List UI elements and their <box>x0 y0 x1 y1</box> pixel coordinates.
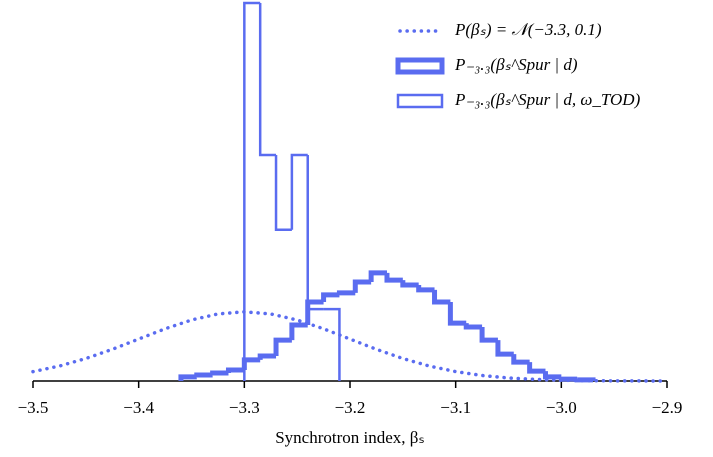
histogram-bin <box>243 1 261 381</box>
histogram-bin <box>432 289 451 305</box>
histogram-bin <box>258 3 277 157</box>
histogram-bin <box>400 280 419 288</box>
x-tick-label: −2.9 <box>652 398 683 417</box>
x-tick-label: −3.4 <box>123 398 154 417</box>
density-curve <box>31 310 669 383</box>
x-axis-label: Synchrotron index, βₛ <box>275 428 425 447</box>
histogram-bin <box>210 370 229 376</box>
histogram-bin <box>336 290 356 296</box>
histogram-bin <box>542 371 562 380</box>
histogram-bin <box>274 154 292 232</box>
histogram-bin <box>511 354 530 365</box>
histogram-bin <box>368 270 387 282</box>
histogram-bin <box>447 301 467 326</box>
x-tick-label: −3.2 <box>335 398 366 417</box>
histogram-bin <box>178 374 197 381</box>
histogram-bin <box>463 323 483 330</box>
histogram-bin <box>273 337 292 357</box>
histogram-bin <box>290 153 308 230</box>
x-tick-label: −3.5 <box>18 398 49 417</box>
histogram-bin <box>416 284 435 293</box>
histogram-bin <box>574 377 596 383</box>
legend-swatch <box>396 93 444 109</box>
histogram-bin <box>495 340 514 357</box>
histogram-bin <box>384 272 403 283</box>
x-tick-label: −3.3 <box>229 398 260 417</box>
legend-label: P₋₃.₃(βₛ^Spur | d) <box>454 55 578 74</box>
histogram-bin <box>225 367 245 374</box>
legend-label: P₋₃.₃(βₛ^Spur | d, ω_TOD) <box>454 90 641 109</box>
x-tick-label: −3.0 <box>546 398 577 417</box>
histogram-bin <box>352 279 372 293</box>
histogram-bin <box>527 362 546 374</box>
histogram-bin <box>305 299 324 326</box>
histogram-bin <box>289 322 308 341</box>
legend-label: P(βₛ) = 𝒩(−3.3, 0.1) <box>454 20 602 39</box>
histogram-bin <box>241 357 261 371</box>
histogram-bin <box>321 292 340 302</box>
histogram-bin <box>306 154 324 311</box>
legend-swatch <box>395 57 445 75</box>
x-tick-label: −3.1 <box>440 398 471 417</box>
histogram-bin <box>558 376 578 382</box>
histogram-bin <box>257 353 277 360</box>
histogram-bin <box>479 326 498 343</box>
histogram-bin <box>194 372 213 378</box>
histogram-bin <box>323 307 341 381</box>
